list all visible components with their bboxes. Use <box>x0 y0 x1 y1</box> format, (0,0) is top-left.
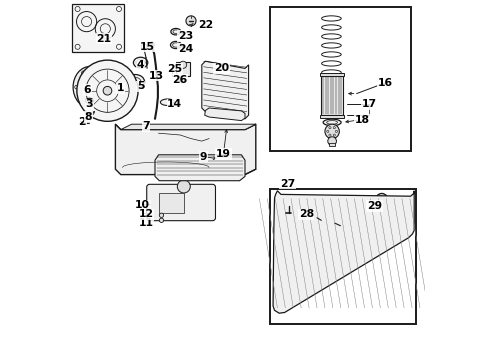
Circle shape <box>177 180 190 193</box>
Ellipse shape <box>171 28 181 35</box>
Text: 10: 10 <box>135 200 150 210</box>
Ellipse shape <box>375 194 389 210</box>
Polygon shape <box>155 155 245 181</box>
Text: 12: 12 <box>139 209 153 219</box>
Circle shape <box>325 124 339 139</box>
Text: 9: 9 <box>200 152 207 162</box>
Text: 2: 2 <box>78 117 86 127</box>
Text: 7: 7 <box>142 121 150 131</box>
Text: 4: 4 <box>137 60 145 70</box>
Text: 3: 3 <box>86 99 93 109</box>
Ellipse shape <box>180 78 186 83</box>
Text: 28: 28 <box>298 209 314 219</box>
FancyBboxPatch shape <box>147 184 216 221</box>
Ellipse shape <box>160 99 175 105</box>
Ellipse shape <box>150 42 154 48</box>
Text: 15: 15 <box>140 42 155 52</box>
Bar <box>277 199 411 308</box>
Ellipse shape <box>86 98 94 103</box>
Text: 23: 23 <box>178 31 193 41</box>
Text: 29: 29 <box>367 201 382 211</box>
Text: 14: 14 <box>167 99 182 109</box>
Text: 21: 21 <box>97 33 111 44</box>
Bar <box>159 193 184 213</box>
Circle shape <box>159 218 164 222</box>
Circle shape <box>186 16 196 26</box>
Text: 13: 13 <box>149 71 164 81</box>
Ellipse shape <box>171 41 181 49</box>
Ellipse shape <box>306 204 320 215</box>
Bar <box>270 189 416 324</box>
Text: 25: 25 <box>167 64 182 74</box>
Text: 20: 20 <box>214 63 229 73</box>
Text: 22: 22 <box>198 20 213 30</box>
Text: 8: 8 <box>85 112 92 122</box>
Ellipse shape <box>323 119 341 126</box>
Bar <box>72 4 124 52</box>
Text: 1: 1 <box>117 83 124 93</box>
Polygon shape <box>116 124 256 175</box>
Text: 24: 24 <box>178 44 193 54</box>
Polygon shape <box>98 104 109 112</box>
Bar <box>270 7 411 151</box>
Polygon shape <box>273 191 414 313</box>
Ellipse shape <box>133 57 148 68</box>
Circle shape <box>328 137 337 145</box>
Text: 27: 27 <box>280 179 295 189</box>
Text: 5: 5 <box>137 81 145 91</box>
Bar <box>329 143 335 146</box>
Text: 16: 16 <box>378 78 393 88</box>
Circle shape <box>77 60 138 121</box>
Circle shape <box>103 86 112 95</box>
Bar <box>176 62 190 76</box>
Text: 6: 6 <box>83 85 91 95</box>
Bar <box>321 76 343 115</box>
Text: 18: 18 <box>354 114 369 125</box>
Polygon shape <box>205 108 245 121</box>
Text: 17: 17 <box>362 99 377 109</box>
Text: 26: 26 <box>172 75 187 85</box>
Circle shape <box>141 44 147 50</box>
Circle shape <box>179 61 187 68</box>
Bar <box>320 73 344 76</box>
Bar <box>320 115 344 118</box>
Polygon shape <box>121 124 256 130</box>
Text: 19: 19 <box>216 149 231 159</box>
Ellipse shape <box>126 75 145 89</box>
Text: 11: 11 <box>139 218 153 228</box>
Circle shape <box>159 213 164 217</box>
Bar <box>338 222 344 228</box>
Ellipse shape <box>73 66 107 108</box>
Polygon shape <box>202 61 248 119</box>
